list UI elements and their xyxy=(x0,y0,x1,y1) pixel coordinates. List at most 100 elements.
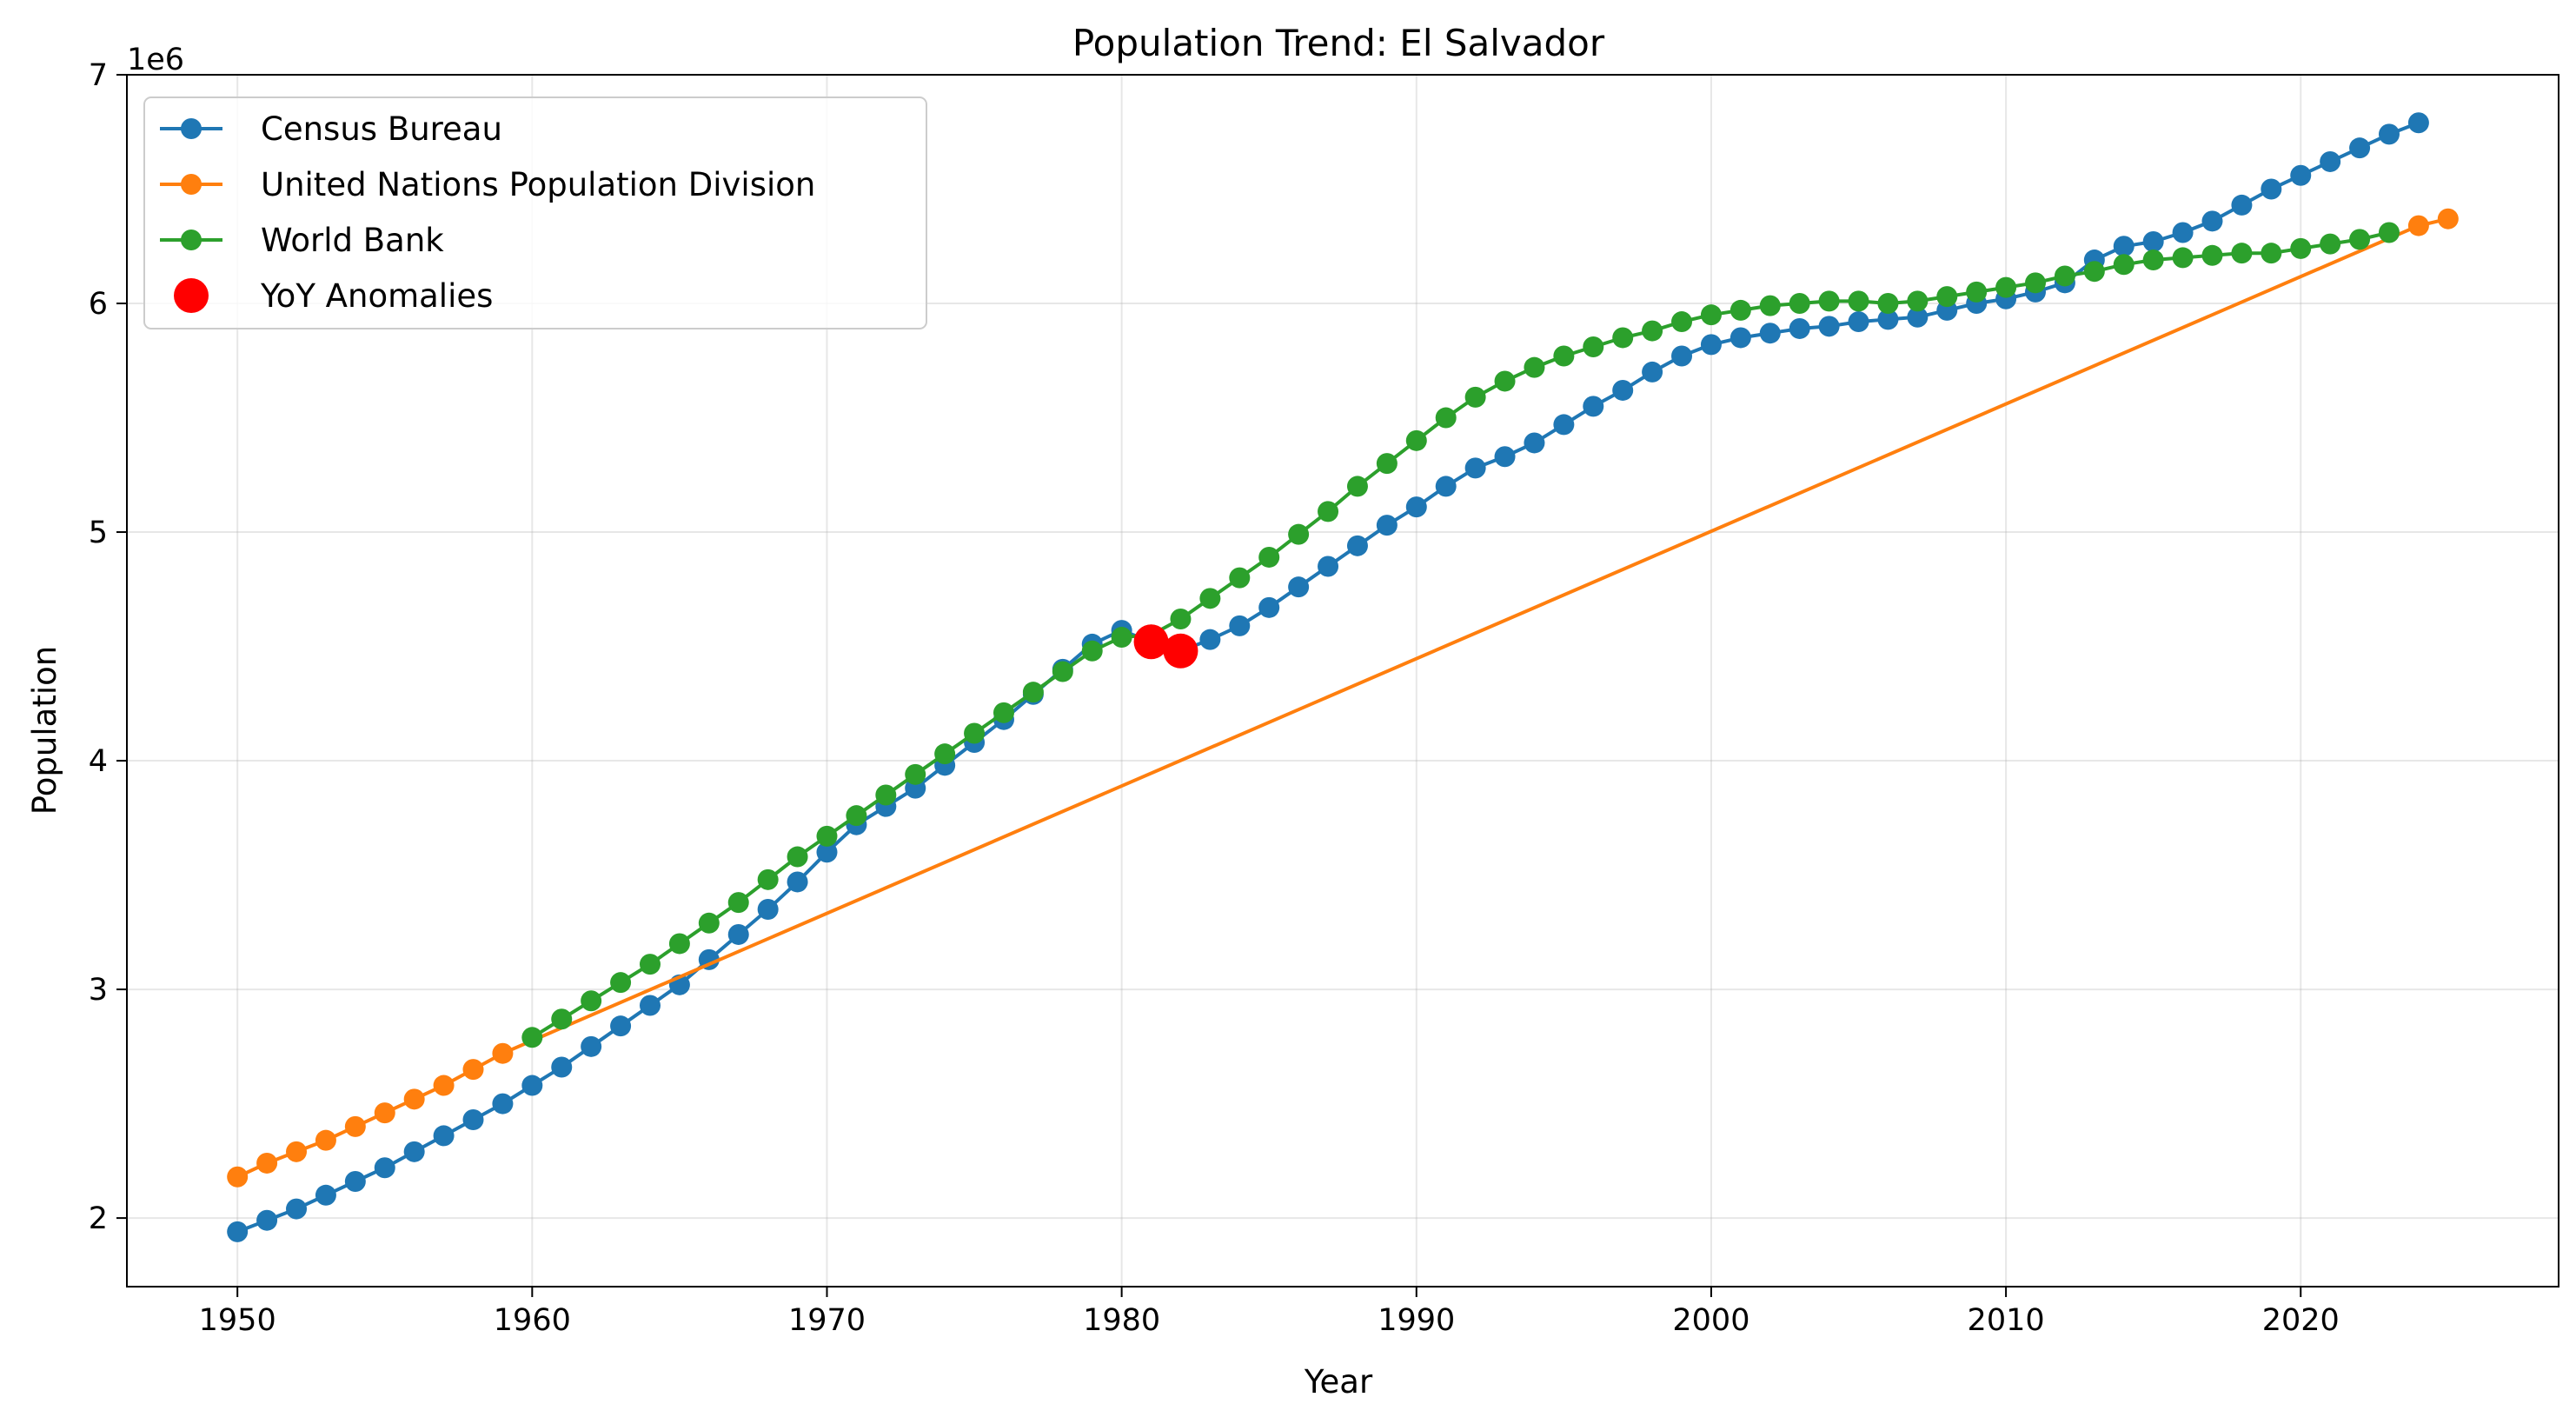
x-tick-label: 1980 xyxy=(1083,1303,1160,1338)
legend-entry: World Bank xyxy=(160,222,444,259)
data-point xyxy=(521,1027,543,1048)
data-point xyxy=(1907,290,1929,312)
data-point xyxy=(1671,311,1693,333)
legend-swatch-marker xyxy=(181,118,202,139)
data-point xyxy=(1494,446,1516,468)
legend-entry: United Nations Population Division xyxy=(160,166,815,203)
anomaly-point xyxy=(1163,633,1198,669)
series-layer xyxy=(227,112,2459,1242)
data-point xyxy=(2261,178,2282,200)
data-point xyxy=(256,1152,278,1174)
data-point xyxy=(1318,556,1339,577)
data-point xyxy=(2083,261,2105,283)
legend-swatch-marker xyxy=(181,174,202,195)
data-point xyxy=(521,1075,543,1096)
data-point xyxy=(610,972,632,994)
series-2 xyxy=(521,222,2400,1048)
data-point xyxy=(1553,345,1575,367)
data-point xyxy=(1936,286,1958,308)
anomaly-point xyxy=(1133,624,1169,660)
data-point xyxy=(1199,629,1221,650)
data-point xyxy=(1405,429,1427,451)
data-point xyxy=(1229,615,1251,636)
data-point xyxy=(2201,210,2223,232)
data-point xyxy=(1730,327,1751,349)
data-point xyxy=(905,763,926,785)
data-point xyxy=(374,1102,395,1124)
data-point xyxy=(2290,164,2312,186)
data-point xyxy=(286,1198,308,1220)
data-point xyxy=(344,1115,366,1137)
y-tick-label: 6 xyxy=(89,287,108,322)
data-point xyxy=(374,1157,395,1179)
data-point xyxy=(1405,496,1427,518)
data-point xyxy=(1700,304,1722,326)
data-point xyxy=(581,1035,602,1057)
x-tick-label: 2020 xyxy=(2262,1303,2340,1338)
x-tick-label: 2010 xyxy=(1968,1303,2045,1338)
data-point xyxy=(315,1184,336,1206)
data-point xyxy=(1288,576,1310,598)
data-point xyxy=(1376,453,1398,475)
series-0 xyxy=(227,112,2429,1242)
data-point xyxy=(492,1093,514,1115)
legend-swatch-marker xyxy=(181,230,202,250)
chart-title: Population Trend: El Salvador xyxy=(1072,22,1605,64)
data-point xyxy=(875,784,897,806)
data-point xyxy=(1700,334,1722,356)
data-point xyxy=(462,1108,484,1130)
data-point xyxy=(2349,229,2371,250)
series-line xyxy=(531,230,2390,1040)
series-1 xyxy=(227,208,2459,1188)
data-point xyxy=(2407,112,2429,134)
data-point xyxy=(1258,596,1280,618)
data-point xyxy=(846,805,867,827)
legend-swatch-marker xyxy=(174,278,209,313)
data-point xyxy=(1848,290,1869,312)
data-point xyxy=(551,1008,573,1030)
x-tick-label: 1970 xyxy=(788,1303,866,1338)
data-point xyxy=(462,1059,484,1081)
data-point xyxy=(492,1042,514,1064)
data-point xyxy=(934,743,956,765)
data-point xyxy=(2113,236,2134,257)
data-point xyxy=(286,1141,308,1162)
anomaly-layer xyxy=(1133,624,1198,669)
data-point xyxy=(1818,290,1840,312)
data-point xyxy=(1612,379,1634,401)
data-point xyxy=(2437,208,2459,230)
data-point xyxy=(2320,233,2341,255)
legend-box xyxy=(143,96,927,329)
data-point xyxy=(1995,276,2017,298)
data-point xyxy=(610,1015,632,1037)
data-point xyxy=(787,871,808,893)
data-point xyxy=(2290,237,2312,259)
data-point xyxy=(1907,306,1929,328)
data-point xyxy=(1730,299,1751,321)
data-point xyxy=(1612,327,1634,349)
data-point xyxy=(1583,396,1604,417)
y-tick-label: 4 xyxy=(89,744,108,779)
x-axis: 1950 1960 1970 1980 1990 2000 2010 2020 xyxy=(199,1287,2340,1338)
data-point xyxy=(581,990,602,1012)
legend-entry: YoY Anomalies xyxy=(174,277,493,315)
data-point xyxy=(816,825,838,847)
data-point xyxy=(1022,682,1044,703)
data-point xyxy=(1229,567,1251,589)
data-point xyxy=(2201,244,2223,266)
data-point xyxy=(1435,407,1457,429)
data-point xyxy=(1524,356,1545,378)
data-point xyxy=(1494,370,1516,392)
data-point xyxy=(1583,336,1604,357)
x-tick-label: 2000 xyxy=(1672,1303,1749,1338)
data-point xyxy=(964,722,986,744)
y-axis-label: Population xyxy=(26,646,63,815)
data-point xyxy=(2142,250,2164,271)
data-point xyxy=(403,1088,425,1110)
legend-label: United Nations Population Division xyxy=(261,166,815,203)
data-point xyxy=(2378,123,2400,145)
data-point xyxy=(315,1129,336,1151)
data-point xyxy=(1346,476,1368,497)
data-point xyxy=(727,892,749,914)
